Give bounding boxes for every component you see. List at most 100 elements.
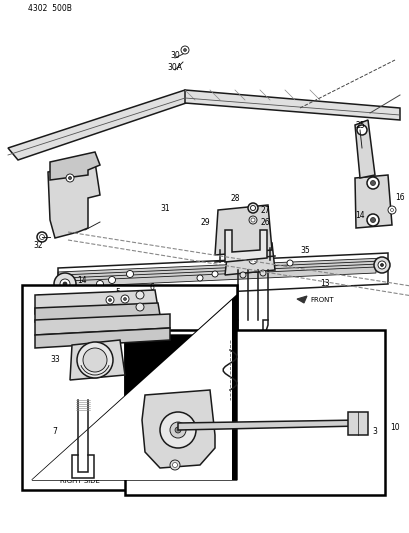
Polygon shape: [22, 285, 236, 490]
Circle shape: [54, 273, 76, 295]
Polygon shape: [35, 314, 170, 335]
Text: 4: 4: [219, 364, 224, 373]
Circle shape: [108, 277, 115, 284]
Polygon shape: [354, 120, 374, 178]
Circle shape: [172, 463, 177, 467]
Circle shape: [63, 282, 67, 286]
Circle shape: [259, 270, 265, 276]
Circle shape: [247, 203, 257, 213]
Text: 6: 6: [149, 282, 154, 292]
Circle shape: [170, 422, 186, 438]
Polygon shape: [61, 261, 381, 282]
Polygon shape: [347, 412, 367, 435]
Circle shape: [286, 260, 292, 266]
Polygon shape: [72, 455, 94, 478]
Polygon shape: [178, 420, 359, 430]
Text: 13: 13: [319, 279, 329, 287]
Circle shape: [37, 232, 47, 242]
Polygon shape: [58, 258, 384, 280]
Polygon shape: [32, 300, 231, 480]
Text: 16: 16: [394, 192, 404, 201]
Text: 29: 29: [37, 294, 47, 303]
Polygon shape: [225, 243, 274, 275]
Polygon shape: [142, 390, 214, 468]
Polygon shape: [35, 290, 157, 314]
Text: 33: 33: [50, 356, 60, 365]
Text: 27: 27: [140, 290, 149, 300]
Circle shape: [196, 275, 202, 281]
Circle shape: [136, 303, 144, 311]
Circle shape: [123, 297, 126, 301]
Circle shape: [366, 214, 378, 226]
Circle shape: [60, 279, 70, 289]
Circle shape: [96, 280, 103, 287]
Circle shape: [366, 177, 378, 189]
Circle shape: [183, 49, 186, 52]
Text: 28: 28: [230, 193, 239, 203]
Polygon shape: [32, 295, 236, 480]
Text: 14: 14: [77, 276, 87, 285]
Text: 7: 7: [52, 427, 57, 437]
Text: 14: 14: [354, 211, 364, 220]
Circle shape: [77, 342, 113, 378]
Text: 4302  500B: 4302 500B: [28, 4, 72, 12]
Text: 2: 2: [155, 464, 160, 472]
Polygon shape: [67, 267, 375, 287]
Polygon shape: [296, 296, 306, 303]
Text: 1: 1: [133, 427, 138, 437]
Circle shape: [248, 256, 256, 264]
Polygon shape: [225, 230, 266, 262]
Polygon shape: [184, 90, 399, 120]
Circle shape: [377, 261, 385, 269]
Polygon shape: [35, 328, 170, 348]
Circle shape: [180, 46, 189, 54]
Text: 29: 29: [200, 217, 209, 227]
Circle shape: [136, 291, 144, 299]
Circle shape: [250, 218, 254, 222]
Circle shape: [373, 257, 389, 273]
Polygon shape: [214, 205, 271, 255]
Text: 10: 10: [389, 424, 399, 432]
Circle shape: [39, 235, 45, 239]
Circle shape: [68, 176, 71, 180]
Circle shape: [389, 208, 393, 212]
Text: 27: 27: [260, 206, 269, 214]
Polygon shape: [354, 175, 391, 228]
Circle shape: [248, 216, 256, 224]
Polygon shape: [50, 152, 100, 180]
Text: 31: 31: [160, 204, 169, 213]
Text: 30: 30: [170, 51, 180, 60]
Text: 5: 5: [115, 287, 120, 296]
Circle shape: [356, 125, 366, 135]
Text: 1A: 1A: [128, 413, 138, 422]
Polygon shape: [70, 340, 125, 380]
Circle shape: [106, 296, 114, 304]
Text: 26: 26: [260, 217, 269, 227]
Circle shape: [387, 206, 395, 214]
Text: 25: 25: [354, 120, 364, 130]
Polygon shape: [64, 264, 378, 285]
Circle shape: [239, 272, 245, 278]
Text: 30A: 30A: [167, 62, 182, 71]
Circle shape: [370, 181, 375, 185]
Circle shape: [175, 427, 180, 433]
Text: 32: 32: [33, 240, 43, 249]
Circle shape: [160, 412, 196, 448]
Polygon shape: [125, 330, 384, 495]
Text: 3: 3: [372, 427, 377, 437]
Polygon shape: [8, 90, 195, 160]
Circle shape: [370, 217, 375, 222]
Polygon shape: [48, 162, 100, 238]
Circle shape: [126, 271, 133, 278]
Circle shape: [108, 298, 111, 302]
Circle shape: [83, 348, 107, 372]
Circle shape: [121, 295, 129, 303]
Circle shape: [170, 460, 180, 470]
Circle shape: [211, 271, 218, 277]
Text: RIGHT SIDE: RIGHT SIDE: [60, 478, 100, 484]
Polygon shape: [35, 303, 160, 322]
Circle shape: [380, 263, 382, 266]
Circle shape: [250, 206, 255, 211]
Text: FRONT: FRONT: [309, 297, 333, 303]
Polygon shape: [232, 320, 267, 340]
